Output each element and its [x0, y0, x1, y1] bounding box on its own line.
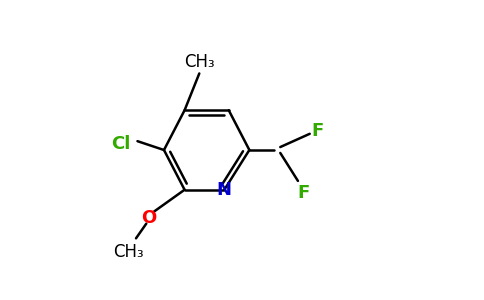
Text: F: F [298, 184, 310, 202]
Text: O: O [142, 209, 157, 227]
Text: F: F [311, 122, 323, 140]
Text: N: N [217, 181, 232, 199]
Text: Cl: Cl [112, 135, 131, 153]
Text: CH₃: CH₃ [184, 53, 214, 71]
Text: CH₃: CH₃ [113, 243, 144, 261]
